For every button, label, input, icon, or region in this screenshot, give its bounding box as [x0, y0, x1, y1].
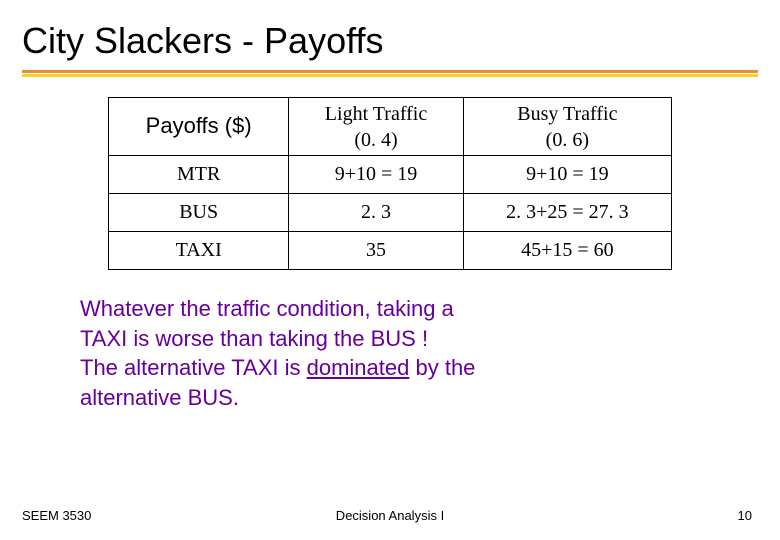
- col-header-busy-line1: Busy Traffic: [517, 103, 617, 125]
- col-header-busy: Busy Traffic (0. 6): [463, 98, 671, 156]
- payoff-table: Payoffs ($) Light Traffic (0. 4) Busy Tr…: [108, 97, 672, 270]
- cell-mtr-label: MTR: [109, 156, 289, 194]
- col-header-light-line2: (0. 4): [354, 129, 397, 151]
- footer-lecture: Decision Analysis I: [336, 508, 444, 523]
- col-header-busy-line2: (0. 6): [546, 129, 589, 151]
- cell-mtr-busy: 9+10 = 19: [463, 156, 671, 194]
- table-row: BUS 2. 3 2. 3+25 = 27. 3: [109, 194, 672, 232]
- cell-bus-label: BUS: [109, 194, 289, 232]
- slide-footer: SEEM 3530 Decision Analysis I 10: [0, 508, 780, 528]
- col-header-light: Light Traffic (0. 4): [289, 98, 463, 156]
- commentary-dominated: dominated: [307, 355, 410, 380]
- slide-title: City Slackers - Payoffs: [0, 0, 780, 70]
- table-row: TAXI 35 45+15 = 60: [109, 232, 672, 270]
- commentary-block: Whatever the traffic condition, taking a…: [80, 294, 710, 413]
- underline-bottom: [22, 74, 758, 77]
- col-header-payoffs: Payoffs ($): [109, 98, 289, 156]
- commentary-line4: alternative BUS.: [80, 385, 239, 410]
- cell-mtr-light: 9+10 = 19: [289, 156, 463, 194]
- col-header-light-line1: Light Traffic: [325, 103, 427, 125]
- footer-course: SEEM 3530: [22, 508, 91, 523]
- commentary-line3a: The alternative TAXI is: [80, 355, 307, 380]
- title-underline: [22, 70, 758, 77]
- commentary-line2: TAXI is worse than taking the BUS !: [80, 326, 428, 351]
- cell-taxi-label: TAXI: [109, 232, 289, 270]
- table-header-row: Payoffs ($) Light Traffic (0. 4) Busy Tr…: [109, 98, 672, 156]
- commentary-line1: Whatever the traffic condition, taking a: [80, 296, 454, 321]
- cell-bus-light: 2. 3: [289, 194, 463, 232]
- footer-page-number: 10: [738, 508, 752, 523]
- cell-taxi-busy: 45+15 = 60: [463, 232, 671, 270]
- cell-taxi-light: 35: [289, 232, 463, 270]
- commentary-line3b: by the: [409, 355, 475, 380]
- table-row: MTR 9+10 = 19 9+10 = 19: [109, 156, 672, 194]
- underline-top: [22, 70, 758, 73]
- cell-bus-busy: 2. 3+25 = 27. 3: [463, 194, 671, 232]
